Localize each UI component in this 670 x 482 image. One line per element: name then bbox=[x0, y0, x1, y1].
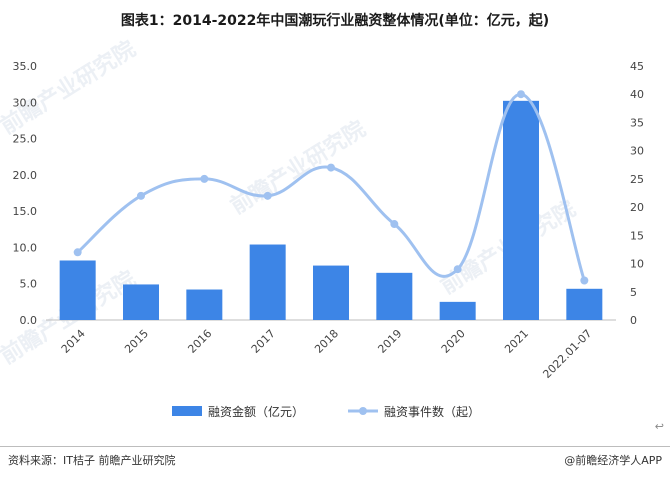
back-icon[interactable]: ↩ bbox=[654, 420, 664, 433]
footer-divider bbox=[0, 446, 670, 447]
left-axis: 0.0 5.0 10.0 15.0 20.0 25.0 30.0 35.0 bbox=[13, 60, 38, 327]
legend-line-marker bbox=[359, 407, 367, 415]
x-tick-label: 2015 bbox=[122, 327, 151, 356]
legend: 融资金额（亿元） 融资事件数（起） bbox=[172, 404, 480, 419]
left-tick-label: 25.0 bbox=[13, 133, 38, 146]
event-point-2018 bbox=[327, 163, 335, 172]
right-tick-label: 40 bbox=[630, 88, 644, 101]
x-tick-label: 2014 bbox=[59, 327, 88, 356]
x-tick-label: 2016 bbox=[185, 327, 214, 356]
left-tick-label: 20.0 bbox=[13, 169, 38, 182]
legend-bar-swatch bbox=[172, 406, 202, 416]
bar-2016 bbox=[186, 289, 223, 320]
right-tick-label: 5 bbox=[630, 286, 637, 299]
source-note: 资料来源：IT桔子 前瞻产业研究院 bbox=[8, 454, 176, 467]
right-tick-label: 20 bbox=[630, 201, 644, 214]
right-tick-label: 45 bbox=[630, 60, 644, 73]
bar-2015 bbox=[123, 284, 159, 320]
legend-line-label: 融资事件数（起） bbox=[384, 404, 480, 419]
event-point-2016 bbox=[200, 174, 209, 183]
right-tick-label: 30 bbox=[630, 145, 644, 158]
line-series bbox=[73, 90, 589, 285]
bar-2019 bbox=[376, 272, 413, 320]
event-point-2014 bbox=[73, 248, 82, 257]
event-point-2017 bbox=[263, 191, 272, 200]
event-point-2021 bbox=[517, 90, 525, 99]
left-tick-label: 35.0 bbox=[13, 60, 38, 73]
x-axis-labels: 2014 2015 2016 2017 2018 2019 2020 2021 2022.01-… bbox=[59, 327, 595, 381]
right-tick-label: 0 bbox=[630, 314, 637, 327]
bar-2014 bbox=[59, 260, 96, 320]
left-tick-label: 10.0 bbox=[13, 241, 38, 254]
bar-2018 bbox=[313, 265, 349, 320]
event-point-2020 bbox=[453, 265, 462, 274]
bar-2017 bbox=[249, 244, 286, 320]
right-tick-label: 10 bbox=[630, 258, 644, 271]
event-point-2019 bbox=[390, 220, 399, 229]
bar-series bbox=[59, 100, 603, 320]
event-point-2022.01-07 bbox=[580, 276, 589, 285]
bar-2021 bbox=[503, 100, 539, 320]
bar-2020 bbox=[439, 301, 476, 320]
chart-title: 图表1：2014-2022年中国潮玩行业融资整体情况(单位：亿元，起) bbox=[120, 13, 550, 29]
legend-bar-label: 融资金额（亿元） bbox=[208, 404, 304, 419]
right-tick-label: 15 bbox=[630, 229, 644, 242]
bar-2022.01-07 bbox=[566, 288, 603, 320]
x-tick-label: 2018 bbox=[312, 327, 341, 356]
x-tick-label: 2021 bbox=[502, 327, 531, 356]
x-tick-label: 2017 bbox=[249, 327, 278, 356]
right-tick-label: 35 bbox=[630, 116, 644, 129]
right-axis: 0 5 10 15 20 25 30 35 40 45 bbox=[630, 60, 644, 327]
left-tick-label: 15.0 bbox=[13, 205, 38, 218]
chart-canvas: 0.05.010.015.020.025.030.035.0 051015202… bbox=[13, 60, 645, 419]
x-tick-label: 2022.01-07 bbox=[540, 327, 594, 381]
x-tick-label: 2020 bbox=[439, 327, 468, 356]
left-tick-label: 30.0 bbox=[13, 96, 38, 109]
right-tick-label: 25 bbox=[630, 173, 644, 186]
credit-note: @前瞻经济学人APP bbox=[564, 454, 662, 467]
left-tick-label: 5.0 bbox=[20, 278, 38, 291]
x-tick-label: 2019 bbox=[375, 327, 404, 356]
event-point-2015 bbox=[137, 191, 145, 200]
left-tick-label: 0.0 bbox=[20, 314, 38, 327]
